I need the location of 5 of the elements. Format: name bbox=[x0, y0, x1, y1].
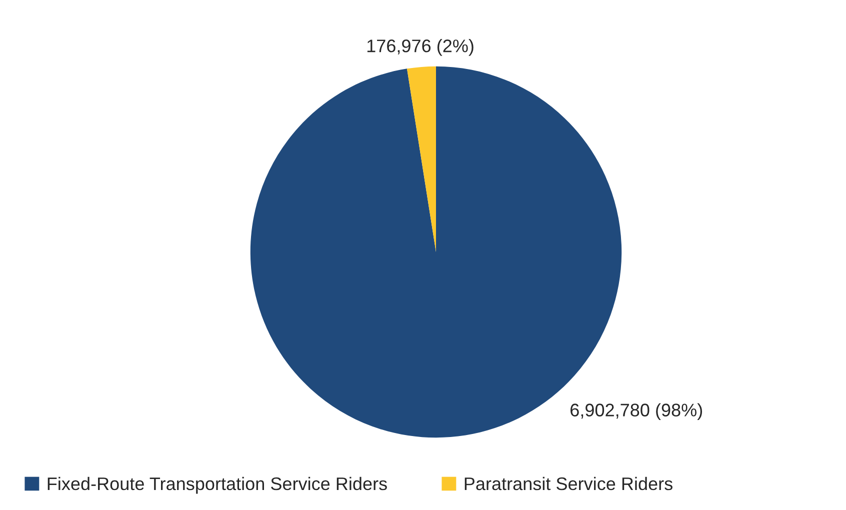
data-label: 6,902,780 (98%) bbox=[570, 403, 702, 420]
legend-label: Paratransit Service Riders bbox=[464, 476, 672, 490]
legend-label: Fixed-Route Transportation Service Riders bbox=[48, 476, 387, 494]
pie-slice bbox=[406, 66, 436, 252]
data-label: 176,976 (2%) bbox=[367, 39, 474, 56]
